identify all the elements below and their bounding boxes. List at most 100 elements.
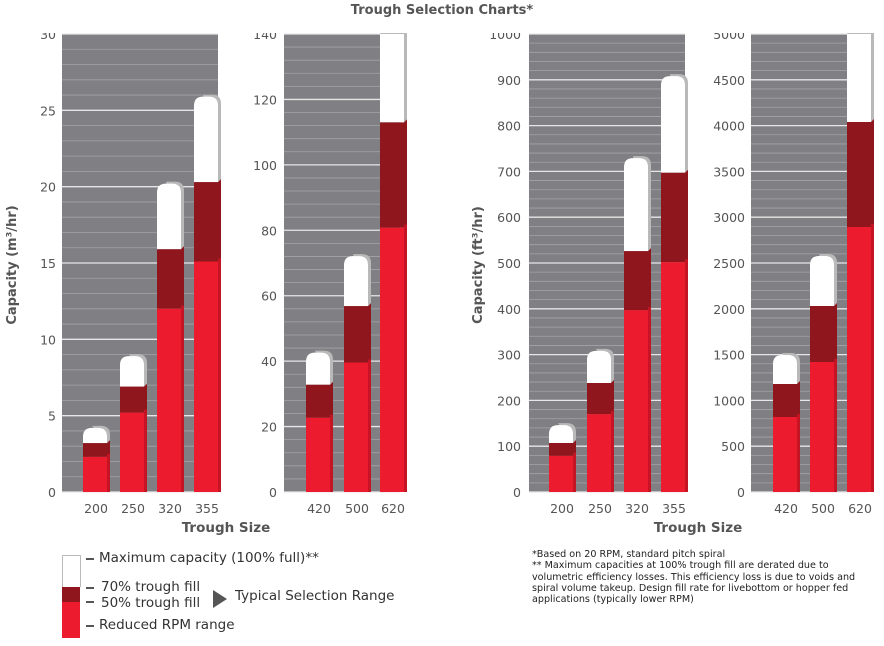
bar-segment-70-fill [773,381,800,417]
bar-segment-70-fill [380,119,407,228]
top-mask [0,20,884,33]
bar-side [685,259,688,492]
x-axis-label: Trough Size [654,520,743,536]
bar-segment-70-fill [83,440,110,457]
bar-segment-70-fill [847,119,874,228]
bar-segment-max-capacity [120,356,144,387]
bar-segment-70-fill [120,383,147,413]
bar-segment-max-capacity [306,352,330,385]
bar-segment-max-capacity [661,76,685,173]
x-tick-label: 355 [195,501,219,516]
bar-segment-reduced-rpm [157,305,184,492]
bar-side [797,413,800,492]
x-tick-label: 200 [84,501,108,516]
bar-segment-max-capacity [157,183,181,250]
bar-side [107,453,110,492]
bar-side [573,452,576,492]
x-tick-label: 200 [550,501,574,516]
bar-segment-reduced-rpm [773,413,800,492]
legend-tick [86,558,94,560]
bar-segment-max-capacity [624,158,648,252]
bar-segment-70-fill [157,246,184,309]
bar-segment-reduced-rpm [380,224,407,492]
x-tick-label: 620 [381,501,405,516]
bar-segment-max-capacity [194,96,218,183]
legend: Maximum capacity (100% full)** 70% troug… [62,550,422,640]
legend-tick [86,587,94,589]
y-tick-label: 100 [497,439,521,454]
y-tick-label: 20 [40,180,56,195]
bar-side [648,307,651,492]
legend-tick [86,625,94,627]
bar-segment-reduced-rpm [344,359,371,492]
bar-segment-70-fill [624,248,651,311]
bar-segment-reduced-rpm [194,258,221,492]
y-tick-label: 3500 [713,164,745,179]
y-tick-label: 4500 [713,73,745,88]
y-tick-label: 1000 [713,393,745,408]
bar-segment-max-capacity [380,34,404,123]
x-tick-label: 250 [121,501,145,516]
bar-segment-max-capacity [344,256,368,307]
legend-swatch-reduced [62,602,80,638]
legend-70-label: 70% trough fill [101,579,201,595]
legend-swatch-max [62,555,81,587]
bar-segment-reduced-rpm [810,359,837,492]
y-tick-label: 20 [261,420,277,435]
y-tick-label: 900 [497,73,521,88]
bar-segment-max-capacity [587,350,611,383]
y-tick-label: 400 [497,302,521,317]
bar-segment-70-fill [810,303,837,363]
y-tick-label: 120 [253,92,277,107]
y-tick-label: 25 [40,103,56,118]
y-tick-label: 0 [513,485,521,500]
bar-segment-reduced-rpm [847,224,874,492]
triangle-right-icon [213,590,227,608]
y-axis-label: Capacity (ft³/hr) [471,206,486,324]
bar-segment-70-fill [194,179,221,262]
bar-side [404,224,407,492]
bar-side [834,359,837,492]
footnotes: *Based on 20 RPM, standard pitch spiral … [532,549,882,605]
x-tick-label: 500 [811,501,835,516]
bar-segment-reduced-rpm [661,259,688,492]
y-tick-label: 500 [721,439,745,454]
bar-segment-max-capacity [773,354,797,385]
bar-side [181,305,184,492]
bar-side [218,258,221,492]
legend-typical-label: Typical Selection Range [235,588,395,604]
legend-reduced-label: Reduced RPM range [99,617,235,633]
y-tick-label: 800 [497,119,521,134]
y-tick-label: 500 [497,256,521,271]
bar-side [144,409,147,492]
x-tick-label: 320 [158,501,182,516]
footnote-2: ** Maximum capacities at 100% trough fil… [532,560,856,606]
y-tick-label: 1500 [713,348,745,363]
x-tick-label: 620 [848,501,872,516]
y-tick-label: 200 [497,393,521,408]
bar-segment-70-fill [344,303,371,363]
y-tick-label: 700 [497,164,521,179]
legend-tick [86,601,94,603]
y-tick-label: 0 [48,485,56,500]
y-tick-label: 5 [48,409,56,424]
y-tick-label: 4000 [713,119,745,134]
y-tick-label: 0 [269,485,277,500]
bar-segment-reduced-rpm [549,452,576,492]
y-tick-label: 80 [261,223,277,238]
bar-segment-reduced-rpm [624,307,651,492]
x-tick-label: 250 [588,501,612,516]
y-tick-label: 60 [261,289,277,304]
bar-segment-max-capacity [549,425,573,443]
bar-side [611,411,614,492]
y-tick-label: 600 [497,210,521,225]
x-tick-label: 420 [307,501,331,516]
footnote-1: *Based on 20 RPM, standard pitch spiral [532,549,726,560]
bar-side [330,414,333,492]
legend-swatch-70 [62,587,80,602]
y-tick-label: 300 [497,348,521,363]
x-tick-label: 420 [774,501,798,516]
bar-segment-max-capacity [847,34,871,123]
bar-segment-70-fill [549,439,576,456]
